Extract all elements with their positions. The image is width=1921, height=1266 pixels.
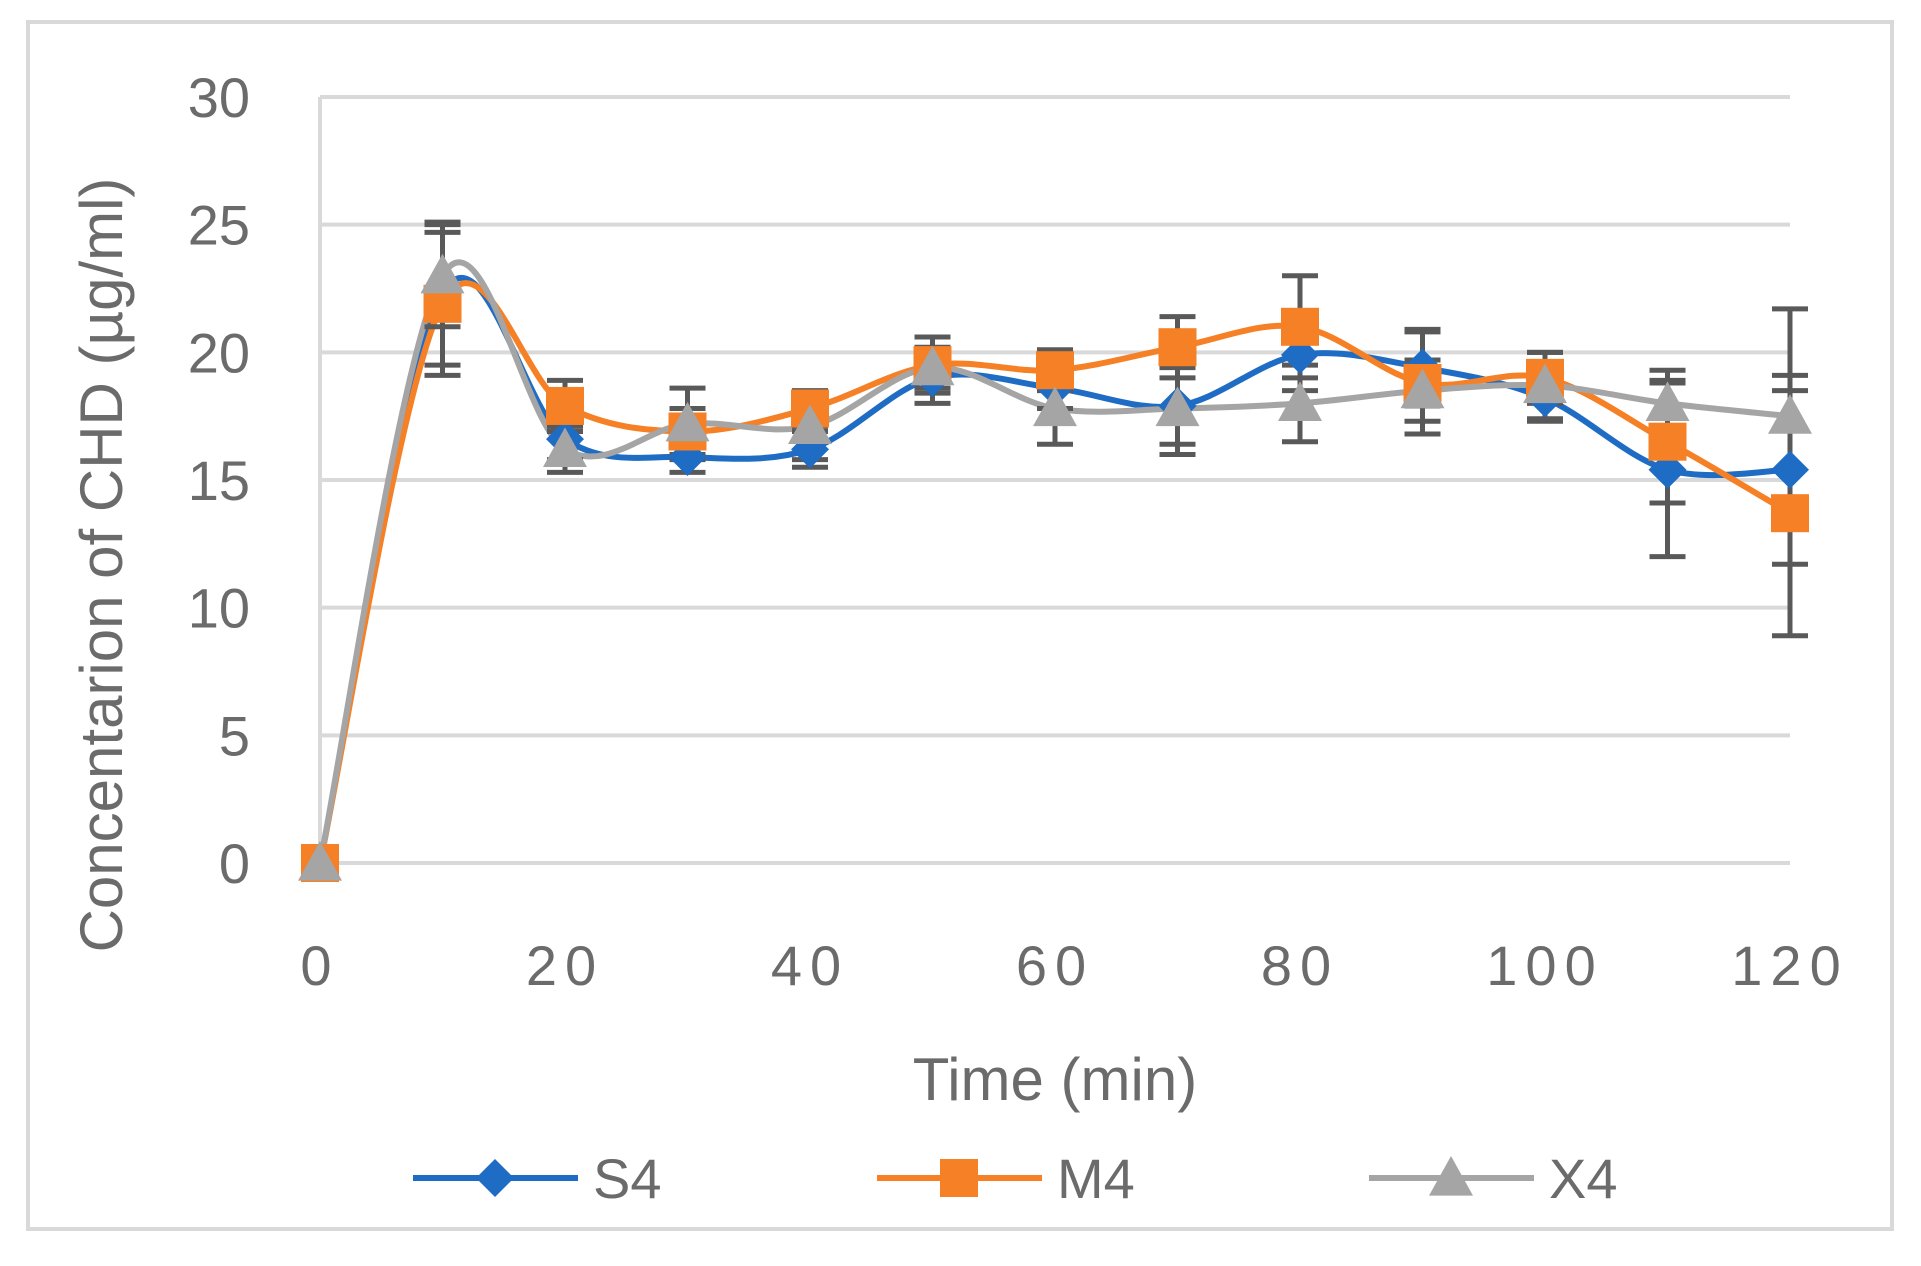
y-tick-label: 15 [188,449,250,512]
data-point-x4 [910,345,955,386]
y-axis-title: Concentarion of CHD (µg/ml) [68,178,135,953]
x-tick-label: 100 [1486,934,1603,997]
legend-label-s4: S4 [593,1147,662,1210]
legend-item-s4: S4 [413,1147,662,1210]
data-point-s4 [1771,450,1809,489]
legend-label-m4: M4 [1057,1147,1135,1210]
data-point-x4 [1645,381,1690,421]
data-point-m4 [1158,328,1197,367]
data-point-x4 [1033,386,1077,427]
x-axis-title: Time (min) [913,1046,1197,1113]
data-point-m4 [1281,307,1319,346]
y-tick-label: 10 [188,577,250,640]
data-point-x4 [665,401,710,442]
data-point-x4 [1523,363,1567,404]
y-tick-label: 20 [188,321,250,384]
markers [298,253,1812,882]
legend-marker-m4 [940,1159,978,1197]
y-tick-label: 0 [219,832,250,895]
data-point-m4 [1648,422,1687,461]
data-point-x4 [1400,368,1445,409]
y-tick-label: 30 [188,66,250,129]
legend-label-x4: X4 [1549,1147,1618,1210]
legend-marker-x4 [1429,1156,1473,1196]
data-point-m4 [546,386,584,425]
data-point-m4 [1771,494,1809,533]
series-line-x4 [317,259,1791,864]
y-tick-label: 25 [188,194,250,257]
data-point-x4 [1155,386,1200,427]
x-tick-label: 0 [300,934,339,997]
x-tick-label: 40 [771,934,849,997]
data-point-x4 [420,253,465,294]
x-tick-label: 20 [526,934,604,997]
gridlines [320,95,1790,738]
data-point-x4 [1768,394,1812,434]
axes: 0 5 10 15 20 25 30 0 20 40 60 80 100 120 [188,66,1848,997]
series-line-m4 [317,280,1792,864]
data-point-x4 [788,404,832,444]
legend-item-m4: M4 [877,1147,1135,1210]
x-tick-label: 60 [1016,934,1094,997]
legend-marker-s4 [476,1159,514,1197]
legend-item-x4: X4 [1369,1147,1618,1210]
x-tick-label: 80 [1261,934,1339,997]
data-point-x4 [1278,381,1322,421]
data-point-x4 [298,841,342,881]
legend: S4 M4 X4 [413,1147,1618,1210]
data-point-m4 [1036,351,1074,390]
chart-border [26,20,1894,1231]
y-tick-label: 5 [219,704,250,767]
x-tick-label: 120 [1731,934,1848,997]
data-point-x4 [543,427,587,467]
